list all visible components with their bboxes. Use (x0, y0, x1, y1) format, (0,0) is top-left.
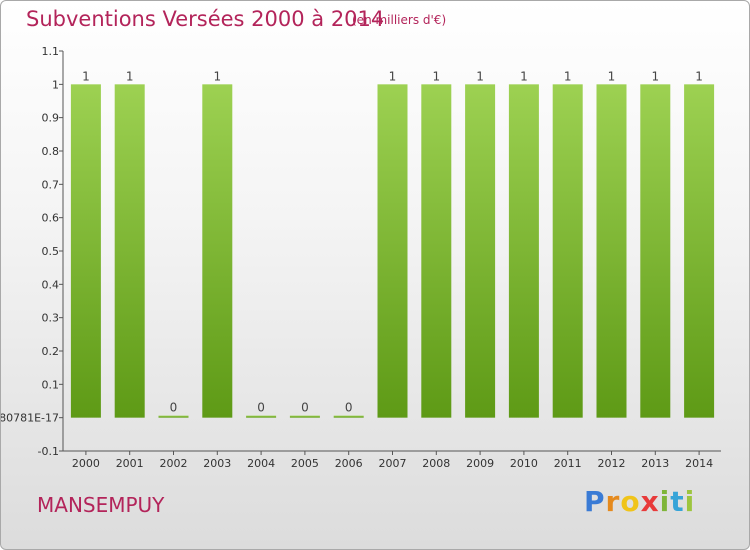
bar-value-label: 1 (695, 69, 703, 83)
y-tick-label: -0.1 (38, 445, 59, 458)
y-tick-label: 1.387778780781E-17 (1, 412, 59, 425)
y-tick-label: 1.1 (42, 45, 60, 58)
y-tick-label: 0.6 (42, 212, 60, 225)
bar-value-label: 0 (257, 401, 265, 415)
y-tick-label: 0.9 (42, 112, 60, 125)
x-tick-label: 2012 (598, 457, 626, 470)
y-tick-label: 0.7 (42, 178, 60, 191)
logo-letter: x (640, 485, 660, 518)
x-tick-label: 2003 (203, 457, 231, 470)
y-tick-label: 0.1 (42, 378, 60, 391)
logo-letter: i (684, 485, 696, 518)
bar-value-label: 1 (126, 69, 134, 83)
y-tick-label: 0.8 (42, 145, 60, 158)
x-tick-label: 2009 (466, 457, 494, 470)
bar-value-label: 1 (213, 69, 221, 83)
y-tick-label: 0.4 (42, 278, 60, 291)
bar-value-label: 0 (170, 401, 178, 415)
y-tick-label: 0.5 (42, 245, 60, 258)
bar-value-label: 1 (389, 69, 397, 83)
proxiti-logo[interactable]: Proxiti (584, 485, 695, 518)
bar (158, 415, 189, 418)
bar (684, 84, 715, 418)
bar-value-label: 1 (608, 69, 616, 83)
chart-subtitle: (en milliers d'€) (352, 13, 447, 27)
logo-letter: P (584, 485, 606, 518)
x-tick-label: 2007 (379, 457, 407, 470)
bar (640, 84, 671, 418)
bar (465, 84, 496, 418)
bar (246, 415, 277, 418)
bar (70, 84, 101, 418)
x-tick-label: 2013 (641, 457, 669, 470)
chart-title: Subventions Versées 2000 à 2014 (26, 7, 385, 31)
x-tick-label: 2002 (160, 457, 188, 470)
logo-letter: r (605, 485, 621, 518)
bar (114, 84, 145, 418)
bar-value-label: 1 (651, 69, 659, 83)
x-tick-label: 2006 (335, 457, 363, 470)
x-tick-label: 2010 (510, 457, 538, 470)
bar (289, 415, 320, 418)
bar (421, 84, 452, 418)
y-tick-label: 0.2 (42, 345, 60, 358)
bar (333, 415, 364, 418)
bar-value-label: 1 (564, 69, 572, 83)
y-tick-label: 0.3 (42, 312, 60, 325)
bar (508, 84, 539, 418)
x-tick-label: 2005 (291, 457, 319, 470)
x-tick-label: 2014 (685, 457, 713, 470)
logo-letter: t (670, 485, 685, 518)
bar (596, 84, 627, 418)
bar-value-label: 1 (432, 69, 440, 83)
bar-value-label: 1 (82, 69, 90, 83)
x-tick-label: 2008 (422, 457, 450, 470)
x-tick-label: 2001 (116, 457, 144, 470)
bar-value-label: 1 (520, 69, 528, 83)
bar (202, 84, 233, 418)
logo-letter: i (659, 485, 671, 518)
y-tick-label: 1 (52, 78, 59, 91)
bar (377, 84, 408, 418)
x-tick-label: 2011 (554, 457, 582, 470)
bar-value-label: 1 (476, 69, 484, 83)
x-tick-label: 2000 (72, 457, 100, 470)
bar-value-label: 0 (301, 401, 309, 415)
logo-letter: o (620, 485, 641, 518)
x-tick-label: 2004 (247, 457, 275, 470)
bar-value-label: 0 (345, 401, 353, 415)
commune-name: MANSEMPUY (37, 493, 165, 517)
bar (552, 84, 583, 418)
